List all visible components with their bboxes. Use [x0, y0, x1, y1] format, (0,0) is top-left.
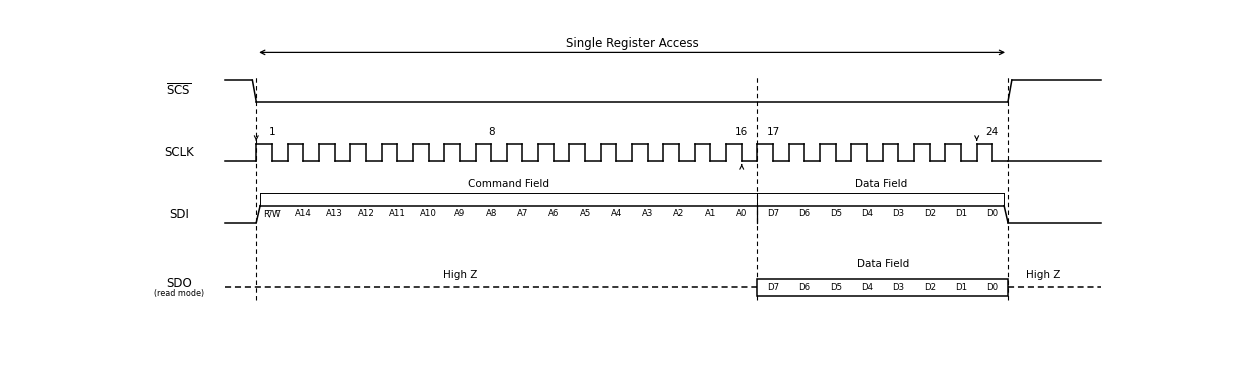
Text: A1: A1 — [705, 209, 717, 218]
Text: 1: 1 — [269, 127, 275, 137]
Text: D4: D4 — [861, 283, 873, 292]
Text: D5: D5 — [830, 209, 842, 218]
Text: D2: D2 — [923, 209, 935, 218]
Text: D1: D1 — [955, 209, 967, 218]
Text: Single Register Access: Single Register Access — [566, 37, 698, 50]
Text: Data Field: Data Field — [857, 259, 909, 269]
Text: (read mode): (read mode) — [154, 289, 204, 298]
Text: A4: A4 — [611, 209, 622, 218]
Text: SCLK: SCLK — [164, 146, 194, 159]
Text: D6: D6 — [799, 209, 810, 218]
Text: Command Field: Command Field — [468, 179, 550, 189]
Text: A5: A5 — [580, 209, 591, 218]
Text: A3: A3 — [642, 209, 653, 218]
Text: A14: A14 — [295, 209, 312, 218]
Text: A9: A9 — [454, 209, 465, 218]
Text: D2: D2 — [923, 283, 935, 292]
Text: D0: D0 — [986, 209, 999, 218]
Text: A13: A13 — [326, 209, 343, 218]
Text: 8: 8 — [488, 127, 494, 137]
Text: D7: D7 — [768, 283, 779, 292]
Text: D3: D3 — [892, 209, 904, 218]
Text: 24: 24 — [985, 127, 999, 137]
Text: D6: D6 — [799, 283, 810, 292]
Text: R/̅W̅: R/̅W̅ — [264, 209, 281, 218]
Text: A10: A10 — [420, 209, 437, 218]
Text: D0: D0 — [986, 283, 999, 292]
Text: $\overline{\rm SCS}$: $\overline{\rm SCS}$ — [167, 83, 192, 99]
Text: A6: A6 — [549, 209, 560, 218]
Text: D3: D3 — [892, 283, 904, 292]
Text: A0: A0 — [736, 209, 748, 218]
Text: 16: 16 — [735, 127, 749, 137]
Text: Data Field: Data Field — [855, 179, 907, 189]
Text: A8: A8 — [485, 209, 496, 218]
Text: D4: D4 — [861, 209, 873, 218]
Text: D1: D1 — [955, 283, 967, 292]
Text: D5: D5 — [830, 283, 842, 292]
Text: 17: 17 — [766, 127, 780, 137]
Text: SDO: SDO — [165, 277, 192, 290]
Text: High Z: High Z — [1026, 269, 1060, 280]
Text: SDI: SDI — [169, 208, 189, 221]
Text: A7: A7 — [516, 209, 529, 218]
Text: A11: A11 — [389, 209, 406, 218]
Text: High Z: High Z — [443, 269, 478, 280]
Text: A12: A12 — [357, 209, 374, 218]
Bar — [758, 279, 1008, 296]
Text: A2: A2 — [673, 209, 684, 218]
Text: D7: D7 — [768, 209, 779, 218]
